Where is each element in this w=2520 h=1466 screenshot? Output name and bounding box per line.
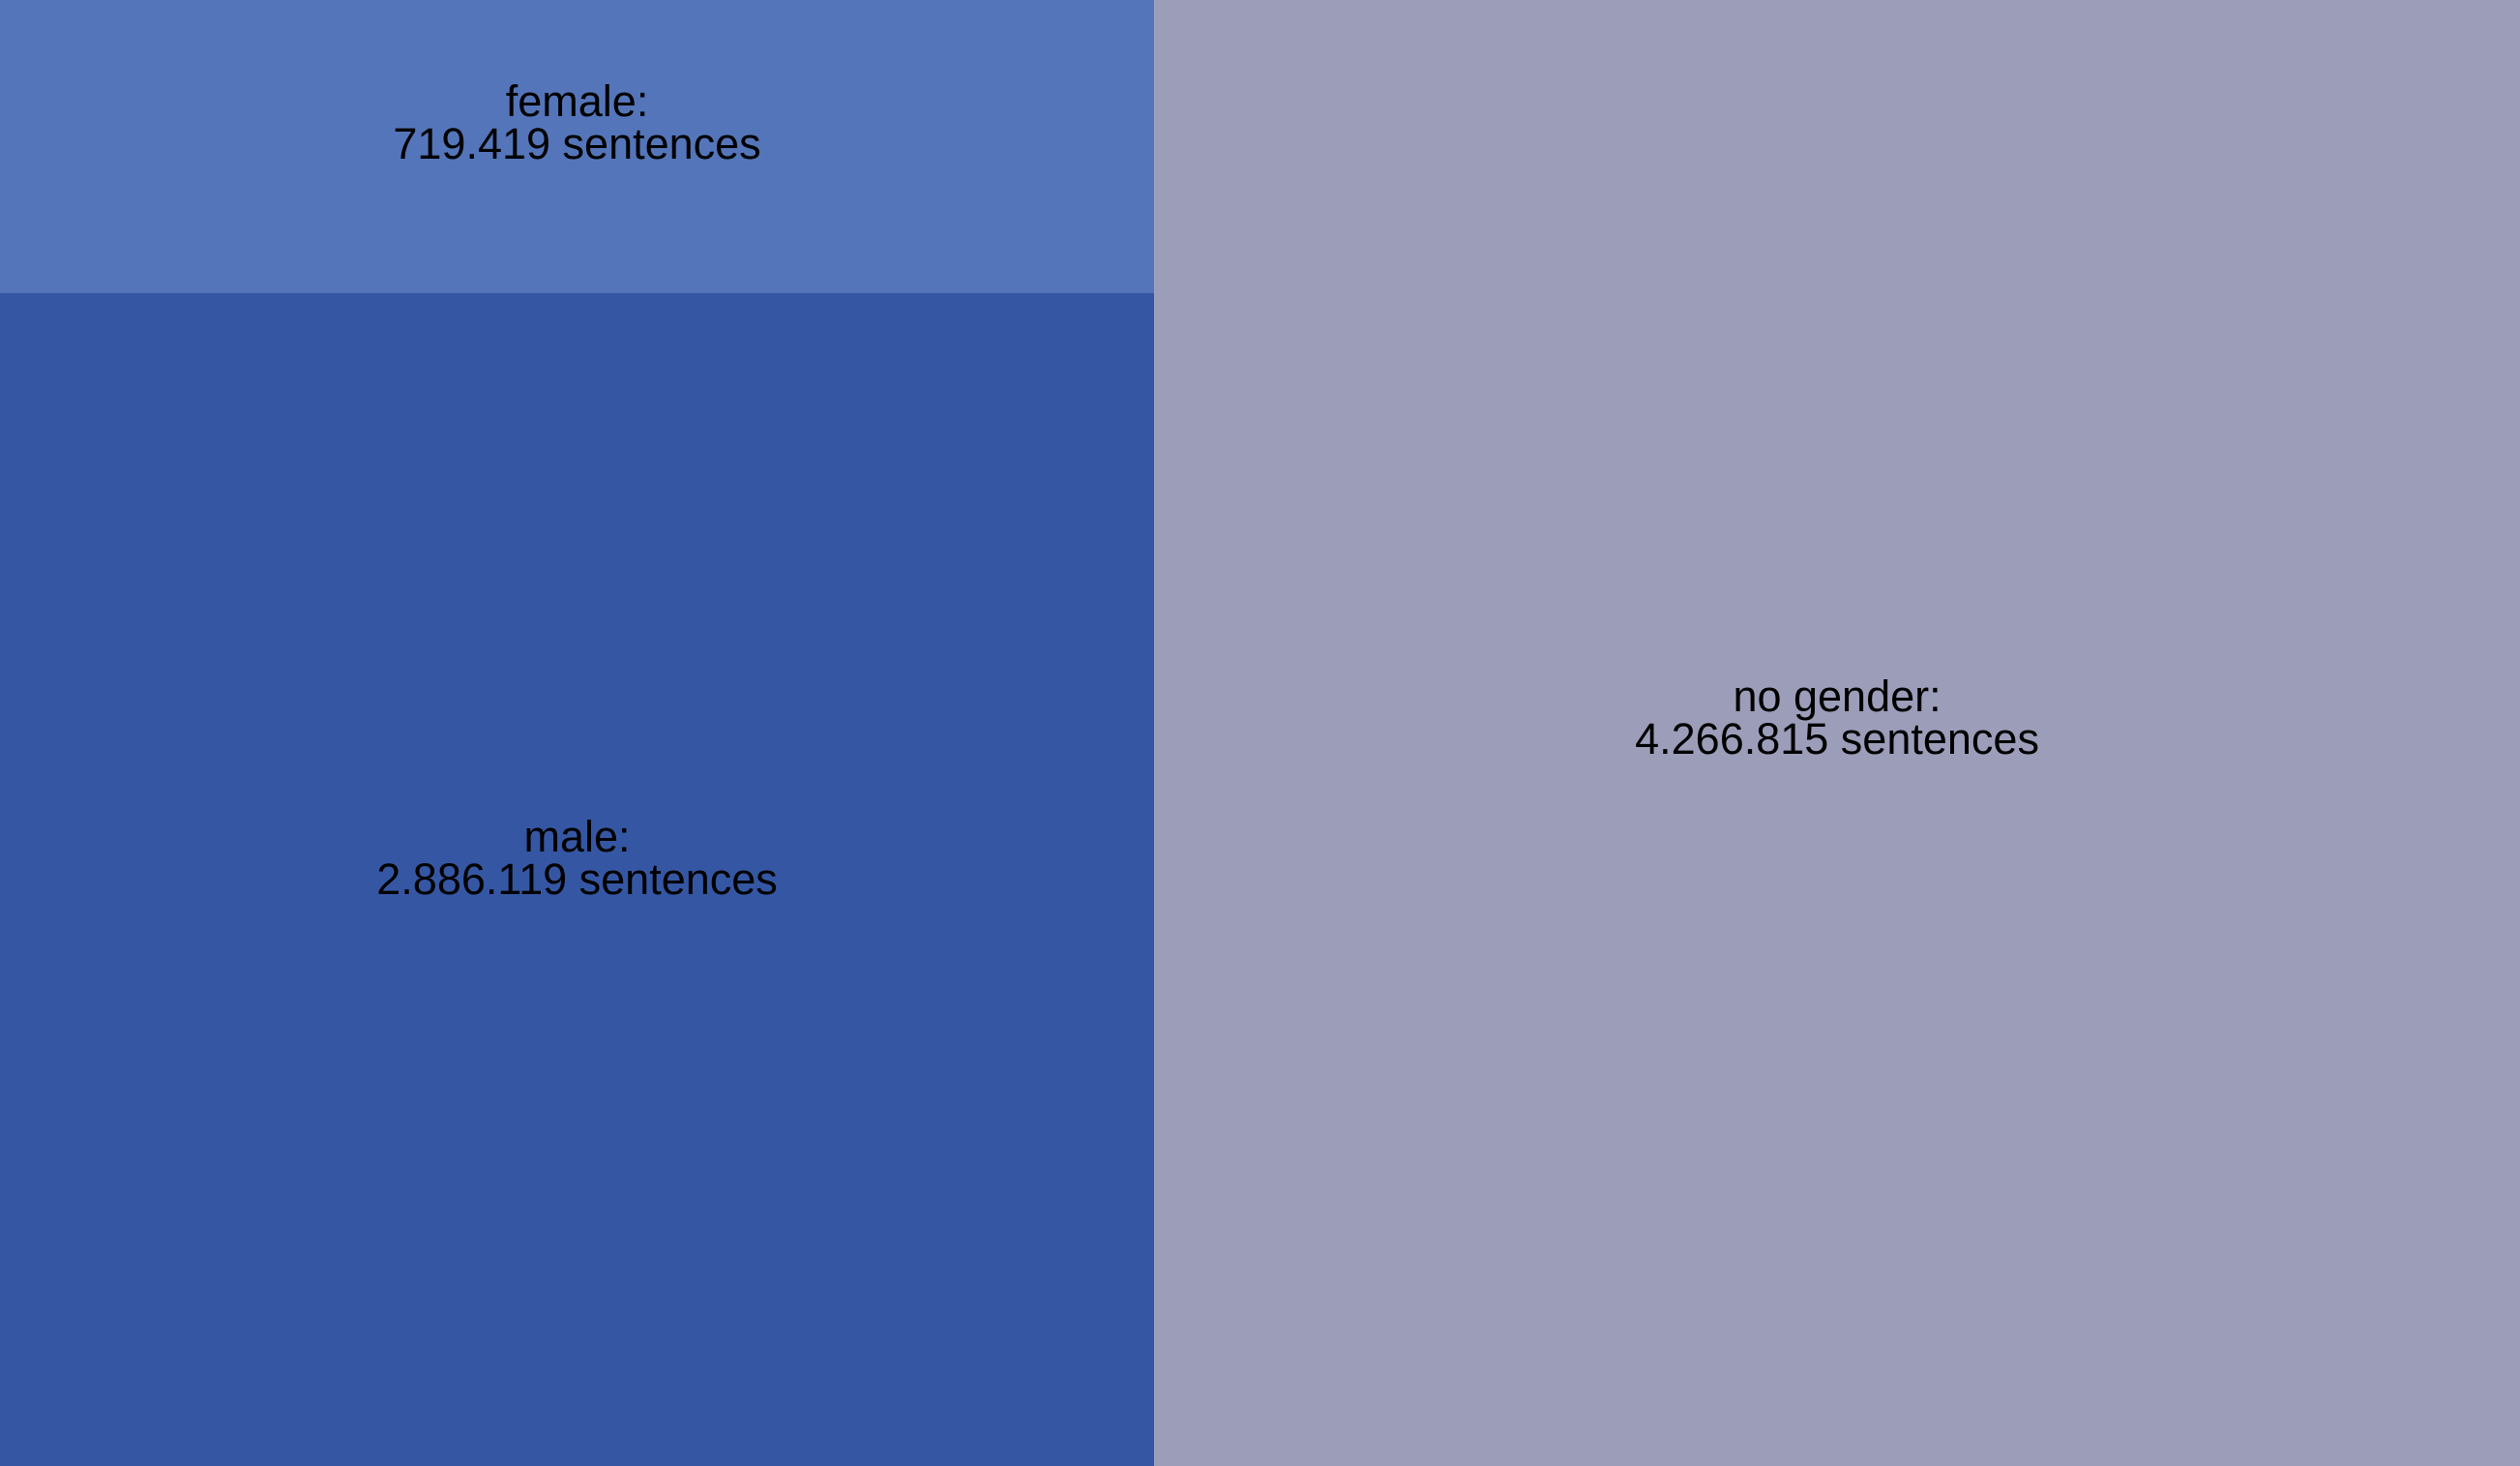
tile-value-label: 2.886.119 sentences bbox=[376, 854, 778, 904]
tile-category-label: female: bbox=[506, 76, 649, 126]
treemap-label-female: female: 719.419 sentences bbox=[393, 76, 760, 168]
tile-value-label: 719.419 sentences bbox=[393, 119, 760, 168]
treemap-label-no-gender: no gender: 4.266.815 sentences bbox=[1635, 672, 2039, 763]
treemap-labels: female: 719.419 sentences male: 2.886.119 s… bbox=[376, 76, 2039, 904]
tile-category-label: male: bbox=[524, 812, 631, 861]
treemap-tile-female bbox=[0, 0, 1155, 293]
tile-value-label: 4.266.815 sentences bbox=[1635, 714, 2039, 763]
treemap-label-male: male: 2.886.119 sentences bbox=[376, 812, 778, 904]
tile-category-label: no gender: bbox=[1733, 672, 1941, 721]
treemap-tile-no-gender bbox=[1154, 0, 2520, 1466]
treemap-tile-male bbox=[0, 292, 1155, 1466]
